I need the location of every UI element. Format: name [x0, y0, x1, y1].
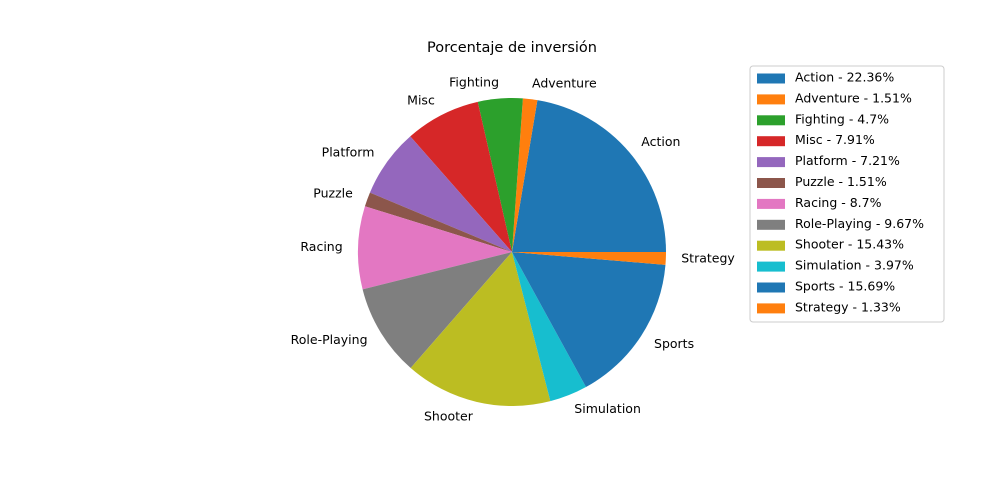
legend-label-strategy: Strategy - 1.33%: [795, 299, 901, 314]
legend-label-fighting: Fighting - 4.7%: [795, 111, 889, 126]
legend-swatch-puzzle: [757, 178, 785, 188]
pie-label-racing: Racing: [300, 239, 342, 254]
pie-label-platform: Platform: [322, 145, 375, 160]
legend-swatch-misc: [757, 136, 785, 147]
pie-label-strategy: Strategy: [681, 251, 735, 266]
legend-swatch-action: [757, 73, 785, 84]
pie-slice-role-playing: [362, 252, 512, 368]
pie-slice-sports: [512, 252, 666, 388]
legend-label-platform: Platform - 7.21%: [795, 153, 900, 168]
legend-items: Action - 22.36% Adventure - 1.51% Fighting…: [757, 70, 924, 314]
pie-slice-strategy: [512, 252, 666, 265]
pie-slices: [357, 98, 666, 406]
pie-slice-shooter: [410, 252, 551, 406]
legend-swatch-platform: [757, 157, 785, 168]
pie-slice-racing: [357, 206, 512, 290]
pie-label-puzzle: Puzzle: [313, 186, 353, 201]
pie-labels: Action Adventure Fighting Misc Platform Puzzl…: [291, 75, 736, 424]
legend: Action - 22.36% Adventure - 1.51% Fighting…: [749, 65, 945, 323]
legend-label-role-playing: Role-Playing - 9.67%: [795, 216, 924, 231]
pie-label-simulation: Simulation: [574, 401, 641, 416]
legend-swatch-racing: [757, 198, 785, 209]
pie-label-misc: Misc: [407, 93, 435, 108]
pie-slice-platform: [369, 136, 512, 252]
legend-swatch-adventure: [757, 94, 785, 105]
legend-swatch-simulation: [757, 261, 785, 272]
pie-label-role-playing: Role-Playing: [291, 332, 368, 347]
legend-swatch-shooter: [757, 240, 785, 251]
pie-slice-adventure: [512, 98, 538, 252]
pie-label-shooter: Shooter: [424, 408, 474, 423]
legend-label-racing: Racing - 8.7%: [795, 195, 882, 210]
legend-label-puzzle: Puzzle - 1.51%: [795, 174, 887, 189]
legend-label-simulation: Simulation - 3.97%: [795, 258, 914, 273]
pie-label-adventure: Adventure: [532, 75, 597, 90]
pie-slice-misc: [410, 101, 512, 252]
legend-swatch-strategy: [757, 303, 785, 314]
legend-label-action: Action - 22.36%: [795, 70, 894, 85]
pie-slice-action: [512, 100, 666, 252]
pie-label-sports: Sports: [654, 336, 694, 351]
chart-title: Porcentaje de inversión: [427, 40, 597, 56]
pie-slice-fighting: [477, 98, 523, 252]
pie-slice-puzzle: [364, 192, 512, 252]
legend-label-misc: Misc - 7.91%: [795, 132, 875, 147]
pie-label-action: Action: [641, 134, 680, 149]
pie-label-fighting: Fighting: [449, 75, 499, 90]
legend-frame: [749, 65, 945, 323]
pie-slice-simulation: [512, 252, 587, 402]
legend-swatch-fighting: [757, 115, 785, 126]
legend-label-adventure: Adventure - 1.51%: [795, 90, 912, 105]
legend-swatch-sports: [757, 282, 785, 293]
legend-label-sports: Sports - 15.69%: [795, 279, 895, 294]
legend-swatch-role-playing: [757, 219, 785, 230]
legend-label-shooter: Shooter - 15.43%: [795, 237, 904, 252]
